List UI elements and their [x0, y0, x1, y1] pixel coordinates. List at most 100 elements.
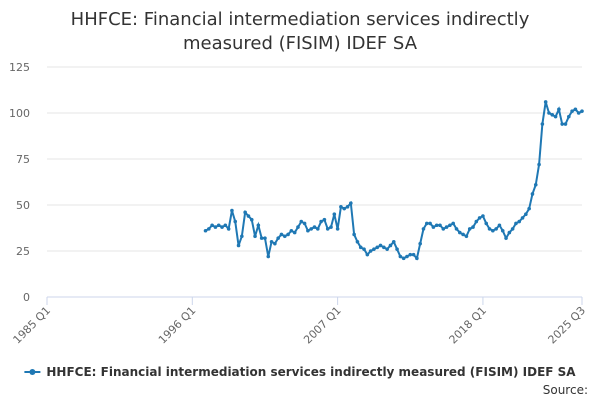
data-point: [573, 107, 578, 112]
data-point: [431, 225, 436, 229]
data-point: [550, 113, 555, 117]
data-point: [246, 214, 251, 218]
x-tick-label: 2018 Q1: [447, 304, 490, 347]
data-point: [395, 247, 399, 251]
data-point: [203, 228, 208, 233]
data-point: [533, 182, 538, 187]
data-point: [329, 225, 333, 229]
data-point: [454, 227, 459, 231]
data-point: [487, 227, 492, 231]
y-tick-label: 25: [16, 245, 30, 258]
data-point: [484, 221, 489, 226]
y-tick-label: 125: [9, 61, 30, 74]
data-point: [256, 223, 261, 228]
data-point: [289, 228, 294, 233]
data-point: [302, 221, 307, 226]
data-point: [388, 243, 393, 248]
data-point: [517, 219, 522, 224]
data-point: [342, 206, 347, 211]
series-line: [205, 101, 583, 261]
data-point: [230, 208, 234, 213]
data-point: [441, 227, 446, 231]
data-point: [325, 227, 330, 231]
data-point: [345, 205, 350, 209]
data-point: [405, 254, 409, 259]
data-point: [259, 236, 264, 240]
data-point: [276, 236, 280, 240]
data-point: [385, 247, 389, 251]
x-tick-label: 1985 Q1: [11, 304, 54, 347]
data-point: [240, 234, 244, 239]
x-tick-label: 2007 Q1: [301, 304, 344, 347]
data-point: [368, 249, 373, 253]
data-point: [332, 212, 337, 216]
data-point: [355, 240, 360, 244]
data-point: [524, 212, 528, 216]
data-point: [322, 217, 327, 222]
data-point: [576, 111, 581, 115]
data-point: [467, 227, 472, 231]
data-point: [507, 230, 512, 235]
data-point: [434, 223, 439, 228]
x-tick-label: 1996 Q1: [156, 304, 199, 347]
data-point: [266, 254, 271, 259]
data-point: [553, 114, 558, 119]
data-point: [292, 230, 297, 235]
data-point: [299, 219, 304, 224]
data-point: [451, 221, 456, 226]
y-tick-label: 100: [9, 107, 30, 120]
data-point: [461, 232, 465, 237]
data-point: [339, 205, 343, 209]
data-point: [510, 227, 515, 231]
data-point: [372, 247, 376, 251]
data-point: [543, 100, 548, 104]
data-point: [365, 252, 370, 257]
y-tick-label: 0: [23, 291, 30, 304]
legend-marker: [29, 369, 36, 375]
data-point: [504, 236, 508, 240]
y-tick-label: 50: [16, 199, 30, 212]
data-point: [418, 241, 422, 246]
data-point: [286, 232, 290, 237]
data-point: [236, 243, 241, 248]
data-point: [279, 232, 284, 237]
data-point: [424, 221, 429, 226]
data-point: [477, 216, 482, 220]
data-point: [269, 240, 274, 244]
data-point: [220, 225, 224, 229]
data-point: [421, 227, 426, 231]
data-point: [349, 201, 353, 205]
data-point: [391, 240, 396, 244]
data-point: [375, 245, 380, 250]
data-point: [428, 221, 432, 226]
data-point: [273, 241, 277, 246]
data-point: [319, 219, 323, 224]
data-point: [316, 227, 320, 231]
data-point: [560, 122, 564, 126]
data-point: [408, 252, 413, 257]
x-tick-label: 2025 Q3: [546, 304, 589, 347]
data-point: [547, 111, 551, 115]
data-point: [312, 225, 317, 229]
data-point: [382, 245, 386, 250]
data-point: [494, 227, 498, 231]
data-point: [458, 230, 462, 235]
data-point: [233, 219, 238, 224]
data-point: [207, 227, 211, 231]
data-point: [448, 223, 452, 228]
data-point: [223, 223, 228, 228]
data-point: [514, 221, 518, 226]
data-point: [378, 243, 383, 248]
data-point: [210, 223, 214, 228]
data-point: [527, 206, 531, 211]
data-point: [335, 227, 340, 231]
data-point: [309, 227, 313, 231]
data-point: [398, 254, 403, 259]
data-point: [557, 107, 561, 112]
data-point: [481, 214, 485, 218]
data-point: [444, 225, 449, 229]
data-point: [226, 227, 231, 231]
data-point: [216, 223, 221, 228]
